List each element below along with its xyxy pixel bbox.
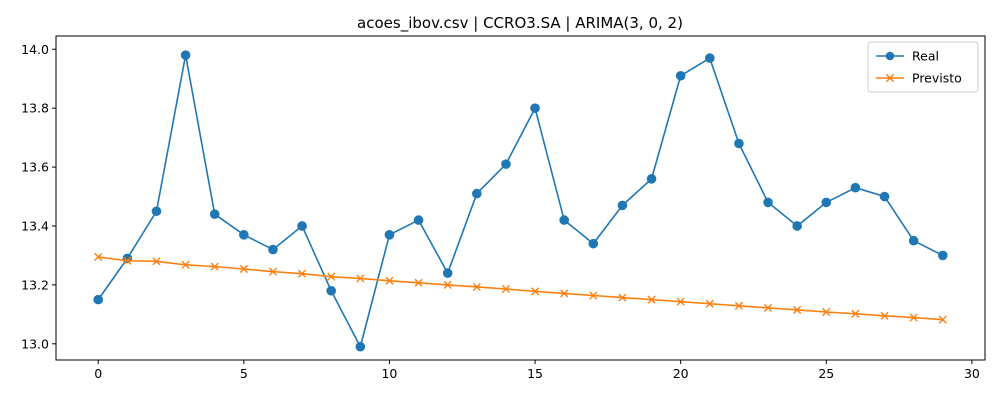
data-point [588,238,599,249]
data-point [413,215,424,225]
data-point [937,250,948,261]
data-point [94,252,103,262]
data-point [93,294,104,305]
y-tick-label: 13.6 [21,160,49,175]
data-point [152,257,161,266]
data-point [880,311,889,320]
data-point [938,315,947,324]
data-point [705,299,714,308]
series-line [98,256,943,321]
x-tick-label: 10 [381,366,397,381]
data-point [851,309,860,318]
data-point [763,197,773,208]
y-tick-label: 13.0 [21,336,49,351]
legend-marker [885,51,895,61]
data-point [822,307,831,317]
data-point [792,221,802,231]
x-axis: 0 5 10 15 20 25 30 [94,360,980,381]
data-point [763,303,773,312]
data-point [908,235,919,246]
data-point [647,295,656,304]
data-point [676,297,685,306]
y-tick-label: 13.8 [21,101,49,116]
legend-label: Real [912,49,939,64]
data-point [384,230,395,240]
series-line [97,54,944,348]
legend-item-previsto: Previsto [876,71,962,86]
series-layer [93,50,948,352]
x-tick-label: 5 [240,366,248,381]
data-point [501,284,511,294]
x-tick-label: 15 [527,366,543,381]
data-point [268,244,278,255]
data-point [617,200,628,211]
data-point [734,138,744,149]
y-tick-label: 14.0 [21,42,49,57]
data-point [356,274,365,283]
data-point [151,206,162,217]
data-point [793,305,802,315]
series-previsto [94,252,947,324]
data-point [326,285,337,296]
data-point [704,53,715,63]
data-point [181,260,190,269]
legend-item-real: Real [876,49,939,64]
legend-marker [885,73,895,83]
data-point [501,159,511,169]
data-point [560,289,569,298]
data-point [123,256,132,265]
x-tick-label: 30 [964,366,980,381]
data-point [675,70,686,81]
data-point [180,50,191,60]
x-tick-label: 0 [94,366,102,381]
chart-title: acoes_ibov.csv | CCRO3.SA | ARIMA(3, 0, … [357,14,683,33]
data-point [443,280,452,289]
data-point [821,197,832,208]
data-point [327,272,336,281]
data-point [209,209,220,219]
data-point [879,191,890,202]
y-tick-label: 13.4 [21,218,49,233]
data-point [210,262,219,271]
data-point [618,293,627,302]
data-point [734,301,744,310]
data-point [530,103,540,113]
plot-area [55,35,986,361]
data-point [646,174,657,184]
x-tick-label: 20 [673,366,689,381]
data-point [297,269,307,278]
data-point [559,215,569,225]
data-point [239,264,248,274]
data-point [850,182,861,193]
data-point [472,282,481,292]
legend: Real Previsto [867,41,979,93]
data-point [530,287,540,296]
data-point [355,341,366,352]
data-point [589,291,598,300]
legend-box [867,41,979,93]
y-tick-label: 13.2 [21,277,49,292]
data-point [909,313,918,322]
data-point [414,278,423,287]
plot-frame [55,35,986,361]
data-point [239,230,249,240]
data-point [442,268,453,278]
data-point [297,221,307,231]
data-point [472,188,482,199]
legend-label: Previsto [912,71,962,86]
series-real [93,50,948,352]
data-point [268,267,278,276]
x-tick-label: 25 [818,366,834,381]
data-point [385,276,394,285]
y-axis: 13.0 13.2 13.4 13.6 13.8 14.0 [21,42,56,351]
